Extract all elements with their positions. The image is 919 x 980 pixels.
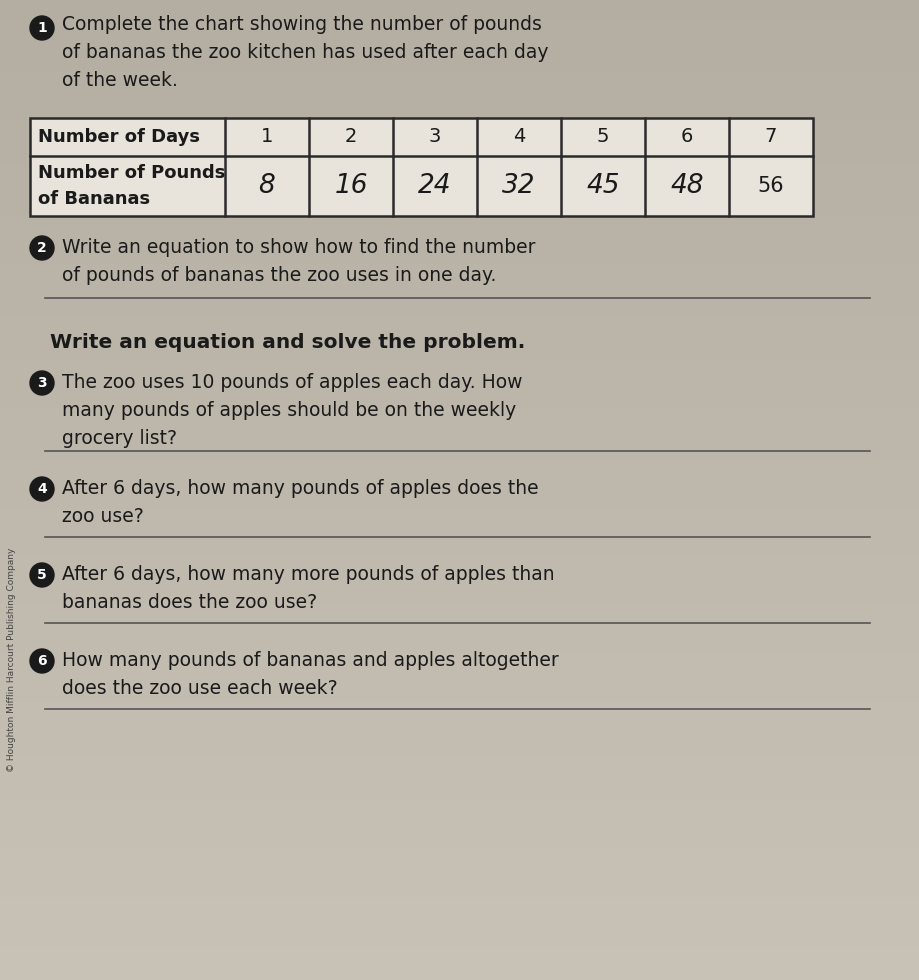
Text: 4: 4 [37, 482, 47, 496]
Text: 6: 6 [680, 127, 692, 146]
Text: 3: 3 [428, 127, 441, 146]
Text: 56: 56 [757, 176, 784, 196]
Text: 3: 3 [37, 376, 47, 390]
Text: 2: 2 [37, 241, 47, 255]
Text: 1: 1 [260, 127, 273, 146]
Circle shape [30, 16, 54, 40]
Text: 5: 5 [37, 568, 47, 582]
Text: 4: 4 [512, 127, 525, 146]
Circle shape [30, 371, 54, 395]
Text: Write an equation to show how to find the number
of pounds of bananas the zoo us: Write an equation to show how to find th… [62, 238, 535, 285]
Text: 6: 6 [37, 654, 47, 668]
Bar [30, 118, 812, 216]
Text: Complete the chart showing the number of pounds
of bananas the zoo kitchen has u: Complete the chart showing the number of… [62, 15, 548, 90]
Circle shape [30, 236, 54, 260]
Circle shape [30, 649, 54, 673]
Text: 2: 2 [345, 127, 357, 146]
Text: How many pounds of bananas and apples altogether
does the zoo use each week?: How many pounds of bananas and apples al… [62, 651, 558, 698]
Circle shape [30, 563, 54, 587]
Text: After 6 days, how many pounds of apples does the
zoo use?: After 6 days, how many pounds of apples … [62, 479, 538, 526]
Text: Number of Pounds
of Bananas: Number of Pounds of Bananas [38, 165, 225, 208]
Text: Number of Days: Number of Days [38, 128, 199, 146]
Text: 32: 32 [502, 173, 535, 199]
Text: 45: 45 [585, 173, 619, 199]
Text: The zoo uses 10 pounds of apples each day. How
many pounds of apples should be o: The zoo uses 10 pounds of apples each da… [62, 373, 522, 448]
Text: Write an equation and solve the problem.: Write an equation and solve the problem. [50, 333, 525, 352]
Text: 24: 24 [418, 173, 451, 199]
Text: © Houghton Mifflin Harcourt Publishing Company: © Houghton Mifflin Harcourt Publishing C… [7, 548, 17, 772]
Text: After 6 days, how many more pounds of apples than
bananas does the zoo use?: After 6 days, how many more pounds of ap… [62, 565, 554, 612]
Text: 1: 1 [37, 21, 47, 35]
Text: 48: 48 [670, 173, 703, 199]
Bar [30, 118, 812, 216]
Text: 8: 8 [258, 173, 275, 199]
Text: 16: 16 [334, 173, 368, 199]
Text: 5: 5 [596, 127, 608, 146]
Text: 7: 7 [764, 127, 777, 146]
Circle shape [30, 477, 54, 501]
